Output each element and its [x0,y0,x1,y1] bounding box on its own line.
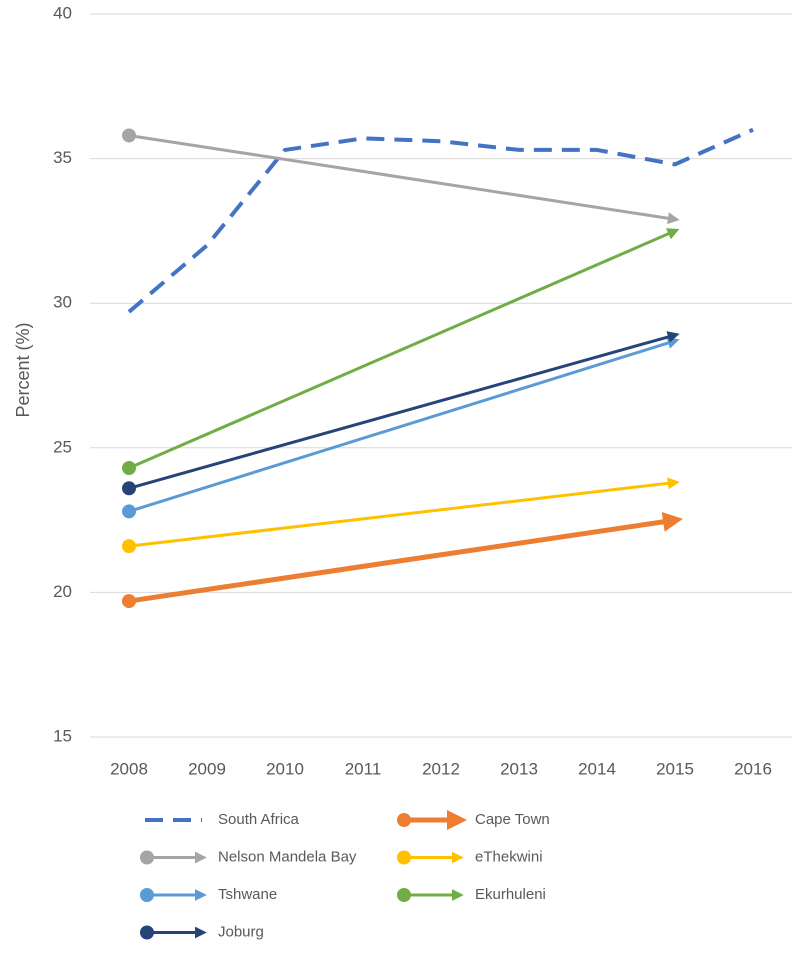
series-line [128,477,680,548]
y-tick-label: 40 [53,3,72,22]
start-marker [122,461,136,476]
series-line [128,511,683,604]
legend-marker [140,925,154,940]
legend-label: Cape Town [475,811,550,828]
start-marker [122,128,136,143]
series-line [128,228,680,470]
series-line [128,337,680,513]
legend-label: Tshwane [218,886,277,903]
start-marker [122,481,136,496]
x-tick-label: 2016 [734,759,772,778]
x-tick-label: 2011 [345,759,382,778]
x-tick-label: 2010 [266,759,304,778]
legend-label: Joburg [218,923,264,940]
legend-marker [397,813,411,827]
start-marker [122,594,136,609]
y-tick-label: 25 [53,437,72,456]
legend-marker [140,850,154,865]
start-marker [122,539,136,554]
legend-marker [397,888,411,902]
start-marker [122,504,136,519]
series-line [128,331,680,490]
x-tick-label: 2009 [188,759,226,778]
legend-label: Nelson Mandela Bay [218,848,357,865]
x-tick-label: 2008 [110,759,148,778]
y-tick-label: 30 [53,293,72,312]
series-line [127,127,754,314]
series-line [128,133,680,225]
legend-label: Ekurhuleni [475,886,546,903]
x-tick-label: 2013 [500,759,538,778]
x-tick-label: 2014 [578,759,616,778]
legend-marker [397,850,411,865]
legend-label: South Africa [218,811,300,828]
legend-label: eThekwini [475,848,543,865]
x-tick-label: 2015 [656,759,694,778]
legend-marker [140,888,154,902]
y-tick-label: 35 [53,148,72,167]
y-tick-label: 20 [53,582,72,601]
y-axis-label: Percent (%) [13,322,33,417]
x-tick-label: 2012 [422,759,460,778]
y-tick-label: 15 [53,726,72,745]
